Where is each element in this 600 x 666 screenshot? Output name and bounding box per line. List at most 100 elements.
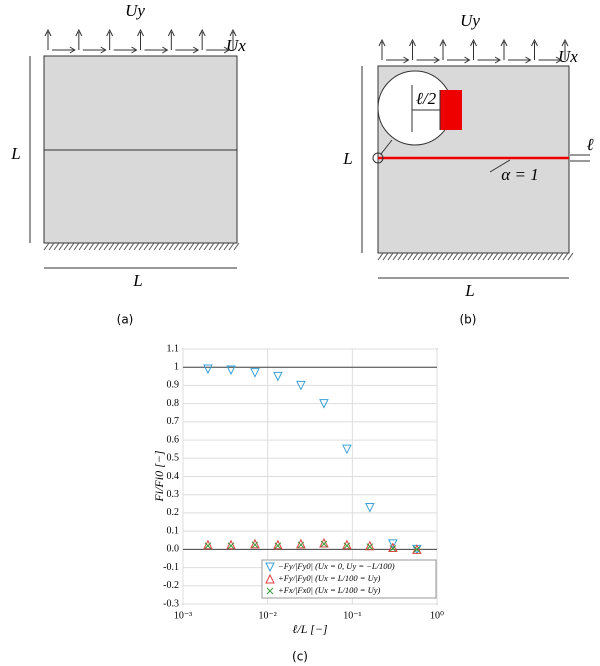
arrow-head bbox=[500, 38, 508, 47]
hatch bbox=[467, 252, 474, 261]
caption: (a) bbox=[117, 313, 134, 327]
hatch bbox=[148, 242, 155, 251]
hatch bbox=[218, 242, 225, 251]
marker bbox=[297, 541, 305, 549]
hatch bbox=[547, 252, 554, 261]
hatch bbox=[512, 252, 519, 261]
hatch bbox=[492, 252, 499, 261]
hatch bbox=[447, 252, 454, 261]
arrow-head bbox=[69, 46, 76, 54]
arrow-head bbox=[198, 28, 206, 37]
marker bbox=[296, 538, 306, 549]
hatch bbox=[507, 252, 514, 261]
marker bbox=[273, 371, 283, 382]
x-tick-label: 10⁻³ bbox=[174, 610, 192, 621]
hatch bbox=[233, 242, 240, 251]
panel-a: Uy Ux L L (a) bbox=[10, 1, 246, 327]
hatch bbox=[113, 242, 120, 251]
y-tick-label: 0.8 bbox=[167, 398, 180, 409]
arrow-head bbox=[75, 28, 83, 37]
arrow-head bbox=[494, 56, 501, 64]
arrow-head bbox=[100, 46, 107, 54]
hatch bbox=[482, 252, 489, 261]
leader bbox=[489, 159, 511, 173]
marker bbox=[342, 444, 352, 455]
arrow-head bbox=[525, 56, 532, 64]
hatch bbox=[542, 252, 549, 261]
zoom-crack bbox=[440, 90, 462, 130]
arrow-head bbox=[403, 56, 410, 64]
hatch bbox=[537, 252, 544, 261]
hatch bbox=[58, 242, 65, 251]
label: Uy bbox=[125, 1, 145, 20]
hatch bbox=[103, 242, 110, 251]
hatch bbox=[432, 252, 439, 261]
y-tick-label: -0.2 bbox=[163, 580, 179, 591]
marker bbox=[365, 540, 375, 551]
hatch bbox=[377, 252, 384, 261]
hatch bbox=[163, 242, 170, 251]
arrow-head bbox=[531, 38, 538, 47]
hatch bbox=[497, 252, 504, 261]
caption: (c) bbox=[292, 650, 308, 664]
arrow-head bbox=[409, 38, 416, 47]
marker bbox=[343, 542, 351, 550]
marker bbox=[204, 542, 212, 550]
hatch bbox=[417, 252, 424, 261]
y-tick-label: -0.3 bbox=[163, 598, 179, 609]
arrow-head bbox=[137, 28, 144, 37]
x-tick-label: 10⁻¹ bbox=[343, 610, 361, 621]
marker bbox=[226, 539, 236, 550]
marker bbox=[365, 502, 375, 513]
arrow-head bbox=[470, 38, 477, 47]
y-tick-label: 0.2 bbox=[167, 507, 180, 518]
marker bbox=[250, 538, 260, 549]
hatch bbox=[138, 242, 145, 251]
hatch bbox=[502, 252, 509, 261]
hatch bbox=[143, 242, 150, 251]
hatch bbox=[427, 252, 434, 261]
marker bbox=[342, 539, 352, 550]
hatch bbox=[158, 242, 165, 251]
hatch bbox=[203, 242, 210, 251]
hatch bbox=[517, 252, 524, 261]
hatch bbox=[48, 242, 55, 251]
y-tick-label: 0.7 bbox=[167, 416, 180, 427]
arrow-head bbox=[433, 56, 440, 64]
marker bbox=[296, 380, 306, 391]
hatch bbox=[178, 242, 185, 251]
marker bbox=[265, 562, 275, 573]
hatch bbox=[128, 242, 135, 251]
hatch bbox=[108, 242, 115, 251]
y-tick-label: -0.1 bbox=[163, 562, 179, 573]
arrow-head bbox=[561, 38, 569, 47]
leader bbox=[380, 139, 393, 155]
hatch bbox=[213, 242, 220, 251]
hatch bbox=[228, 242, 235, 251]
hatch bbox=[198, 242, 205, 251]
hatch bbox=[93, 242, 100, 251]
y-tick-label: 0.9 bbox=[167, 380, 180, 391]
hatch bbox=[462, 252, 469, 261]
arrow-head bbox=[378, 38, 386, 47]
marker bbox=[412, 544, 422, 554]
hatch bbox=[83, 242, 90, 251]
hatch bbox=[397, 252, 404, 261]
arrow-head bbox=[439, 38, 447, 47]
hatch bbox=[562, 252, 569, 261]
hatch bbox=[392, 252, 399, 261]
legend-label: +Fx/|Fx0| (Ux = L/100 = Uy) bbox=[278, 585, 381, 595]
caption: (b) bbox=[460, 313, 477, 327]
hatch bbox=[123, 242, 130, 251]
legend bbox=[261, 559, 437, 599]
y-tick-label: 0.3 bbox=[167, 489, 180, 500]
y-tick-label: 0.0 bbox=[167, 544, 180, 555]
hatch bbox=[223, 242, 230, 251]
arrow-head bbox=[131, 46, 138, 54]
label: L bbox=[132, 271, 142, 290]
y-tick-label: 0.6 bbox=[167, 434, 180, 445]
marker bbox=[274, 542, 282, 550]
hatch bbox=[382, 252, 389, 261]
x-axis-label: ℓ/L [−] bbox=[292, 622, 328, 636]
hatch bbox=[522, 252, 529, 261]
